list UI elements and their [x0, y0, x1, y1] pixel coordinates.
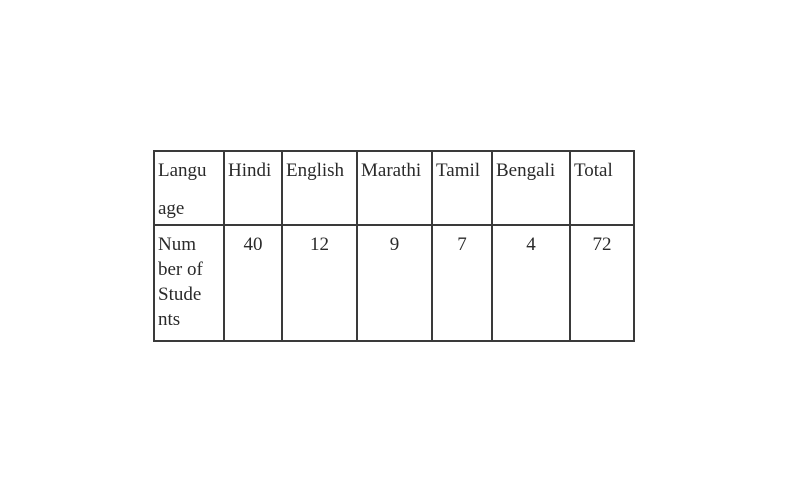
row-label-line-3: Stude — [158, 284, 202, 305]
header-label-line-2: age — [158, 198, 185, 219]
value-cell-marathi: 9 — [356, 224, 433, 342]
value-cell-total: 72 — [569, 224, 635, 342]
row-label-cell: Num ber of Stude nts — [153, 224, 225, 342]
value-cell-hindi: 40 — [223, 224, 283, 342]
value-cell-english: 12 — [281, 224, 358, 342]
header-cell-marathi: Marathi — [356, 150, 433, 226]
value-cell-bengali: 4 — [491, 224, 571, 342]
header-cell-hindi: Hindi — [223, 150, 283, 226]
row-label-line-2: ber of — [158, 259, 203, 280]
header-cell-english: English — [281, 150, 358, 226]
value-cell-tamil: 7 — [431, 224, 493, 342]
table-header-row: Langu age Hindi English Marathi Tamil Be… — [153, 150, 635, 226]
header-cell-bengali: Bengali — [491, 150, 571, 226]
header-label-line-1: Langu — [158, 160, 207, 181]
language-students-table: Langu age Hindi English Marathi Tamil Be… — [153, 150, 635, 342]
header-label-cell: Langu age — [153, 150, 225, 226]
table-value-row: Num ber of Stude nts 40 12 9 7 4 72 — [153, 224, 635, 342]
row-label-line-4: nts — [158, 309, 181, 330]
language-table-container: Langu age Hindi English Marathi Tamil Be… — [153, 150, 635, 342]
row-label-line-1: Num — [158, 234, 196, 255]
header-cell-tamil: Tamil — [431, 150, 493, 226]
header-cell-total: Total — [569, 150, 635, 226]
